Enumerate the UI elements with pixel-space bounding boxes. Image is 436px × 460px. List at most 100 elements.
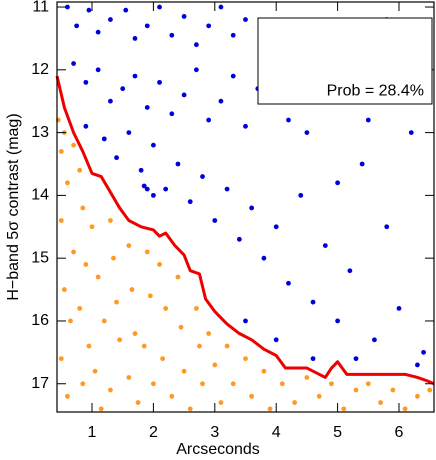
data-point xyxy=(304,375,310,380)
data-point xyxy=(163,186,169,192)
data-point xyxy=(181,14,187,19)
data-point xyxy=(150,142,156,148)
x-tick-label: 5 xyxy=(333,424,342,441)
data-point xyxy=(86,7,92,13)
data-point xyxy=(108,17,113,22)
data-point xyxy=(218,98,224,104)
data-point xyxy=(86,343,92,349)
contrast-curve xyxy=(55,75,435,386)
data-point xyxy=(279,381,285,387)
x-axis-title: Arcseconds xyxy=(176,441,260,458)
data-point xyxy=(132,331,138,336)
data-point xyxy=(249,393,255,399)
data-point xyxy=(80,205,86,211)
data-point xyxy=(193,306,199,311)
data-point xyxy=(108,218,113,223)
data-point xyxy=(224,343,230,349)
data-point xyxy=(273,337,279,343)
data-point xyxy=(187,199,193,205)
data-point xyxy=(65,4,70,10)
data-point xyxy=(304,130,310,135)
data-point xyxy=(61,287,67,292)
data-point xyxy=(92,368,98,374)
data-point xyxy=(65,393,70,399)
data-point xyxy=(187,406,193,412)
data-point xyxy=(144,105,150,110)
data-point xyxy=(390,387,396,393)
data-point xyxy=(157,4,162,10)
data-point xyxy=(415,393,420,399)
data-point xyxy=(150,192,156,198)
data-point xyxy=(218,400,224,405)
data-point xyxy=(408,130,414,135)
data-point xyxy=(169,393,175,399)
data-point xyxy=(126,243,132,249)
data-point xyxy=(108,98,113,104)
data-point xyxy=(329,381,334,387)
data-point xyxy=(157,262,162,267)
data-point xyxy=(286,117,291,123)
data-point xyxy=(212,218,218,223)
data-point xyxy=(181,92,187,98)
data-point xyxy=(135,400,141,405)
data-point xyxy=(427,387,433,393)
x-tick-label: 2 xyxy=(149,424,158,441)
data-point xyxy=(120,86,126,92)
data-point xyxy=(163,306,169,311)
data-point xyxy=(83,79,89,85)
plot-area xyxy=(55,4,435,412)
data-point xyxy=(181,368,187,374)
data-point xyxy=(83,262,89,267)
x-tick-label: 4 xyxy=(272,424,281,441)
data-point xyxy=(132,73,138,79)
data-point xyxy=(71,61,76,66)
y-tick-label: 11 xyxy=(32,0,49,15)
y-tick-label: 14 xyxy=(31,187,49,204)
data-point xyxy=(384,224,390,230)
data-point xyxy=(341,406,347,412)
data-point xyxy=(421,349,426,355)
data-point xyxy=(71,142,76,148)
data-point xyxy=(310,356,316,362)
data-point xyxy=(193,67,199,73)
x-tick-label: 1 xyxy=(88,424,97,441)
data-point xyxy=(378,400,383,405)
data-point xyxy=(175,274,181,280)
data-point xyxy=(80,381,86,387)
data-point xyxy=(347,268,353,274)
data-point xyxy=(298,192,304,198)
data-point xyxy=(402,406,408,412)
data-point xyxy=(157,79,162,85)
data-point xyxy=(243,318,248,324)
data-point xyxy=(58,218,64,223)
data-point xyxy=(200,381,205,387)
data-point xyxy=(111,255,116,261)
data-point xyxy=(178,324,184,330)
x-tick-label: 6 xyxy=(395,424,404,441)
data-point xyxy=(335,318,341,324)
data-point xyxy=(365,381,371,387)
data-point xyxy=(123,7,129,13)
data-point xyxy=(141,343,147,349)
y-tick-label: 17 xyxy=(31,375,49,392)
data-point xyxy=(335,180,341,186)
data-point xyxy=(108,387,113,393)
data-point xyxy=(200,174,205,179)
data-point xyxy=(243,17,248,22)
data-point xyxy=(117,337,123,343)
data-point xyxy=(95,29,101,35)
data-point xyxy=(98,406,104,412)
data-point xyxy=(144,249,150,255)
data-point xyxy=(89,224,95,230)
data-point xyxy=(353,387,359,393)
data-point xyxy=(230,381,236,387)
data-point xyxy=(150,381,156,387)
y-axis-title: H−band 5σ contrast (mag) xyxy=(5,113,22,300)
data-point xyxy=(58,356,64,362)
data-point xyxy=(77,306,83,311)
data-point xyxy=(396,306,402,311)
data-point xyxy=(197,343,202,349)
data-point xyxy=(310,299,316,305)
data-point xyxy=(95,274,101,280)
